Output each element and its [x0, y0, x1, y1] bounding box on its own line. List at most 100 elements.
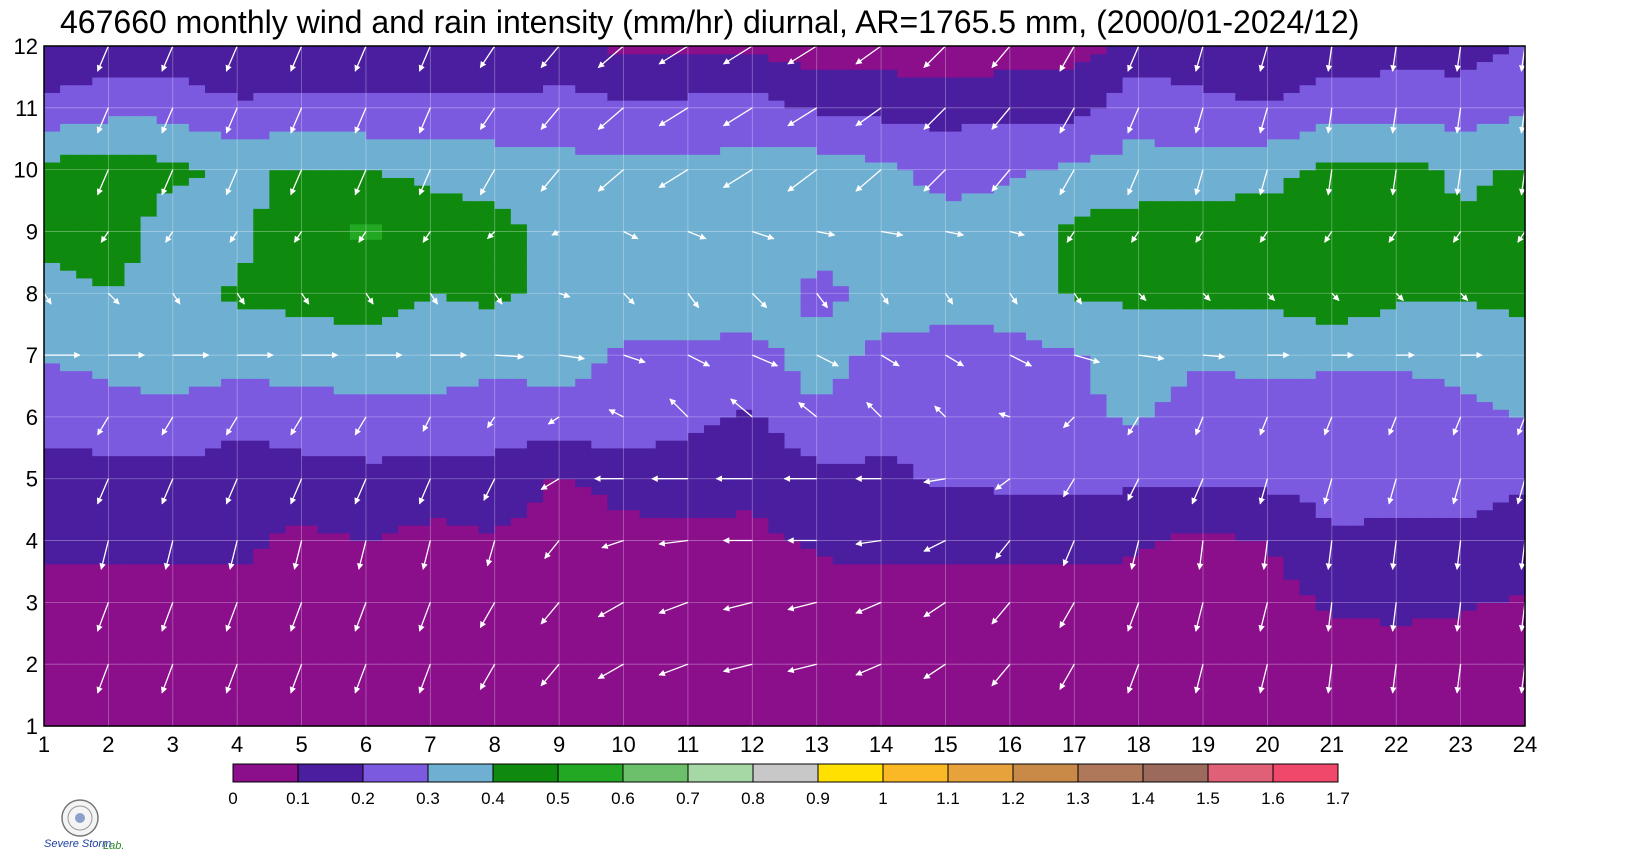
- heatmap-cell: [768, 571, 786, 580]
- heatmap-cell: [398, 362, 415, 372]
- heatmap-cell: [736, 579, 753, 588]
- heatmap-cell: [188, 301, 206, 310]
- heatmap-cell: [60, 563, 77, 573]
- heatmap-cell: [1315, 362, 1333, 372]
- heatmap-cell: [253, 648, 270, 658]
- heatmap-cell: [76, 339, 93, 348]
- heatmap-cell: [720, 308, 737, 318]
- heatmap-cell: [221, 556, 238, 565]
- heatmap-cell: [1444, 316, 1462, 325]
- heatmap-cell: [961, 463, 979, 472]
- heatmap-cell: [961, 656, 979, 665]
- heatmap-cell: [253, 610, 270, 619]
- heatmap-cell: [1025, 440, 1043, 449]
- heatmap-cell: [1428, 509, 1446, 518]
- heatmap-cell: [188, 440, 206, 449]
- heatmap-cell: [736, 447, 753, 457]
- heatmap-cell: [591, 416, 609, 426]
- heatmap-cell: [768, 579, 786, 588]
- heatmap-cell: [1042, 594, 1059, 603]
- heatmap-cell: [237, 602, 254, 611]
- heatmap-cell: [76, 316, 93, 325]
- heatmap-cell: [655, 455, 673, 464]
- heatmap-cell: [543, 718, 560, 727]
- heatmap-cell: [1203, 679, 1220, 688]
- heatmap-cell: [929, 556, 947, 565]
- heatmap-cell: [864, 324, 882, 333]
- heatmap-cell: [704, 556, 721, 565]
- heatmap-cell: [494, 579, 512, 588]
- heatmap-cell: [446, 339, 464, 348]
- heatmap-cell: [913, 617, 930, 627]
- heatmap-cell: [1122, 610, 1140, 619]
- heatmap-cell: [1476, 416, 1494, 426]
- heatmap-cell: [188, 386, 206, 395]
- heatmap-cell: [881, 617, 898, 627]
- heatmap-cell: [655, 525, 673, 534]
- heatmap-cell: [188, 532, 206, 542]
- heatmap-cell: [172, 455, 190, 464]
- heatmap-cell: [124, 478, 142, 488]
- heatmap-cell: [1042, 610, 1059, 619]
- heatmap-cell: [1203, 463, 1220, 472]
- heatmap-cell: [140, 509, 158, 518]
- heatmap-cell: [687, 671, 705, 681]
- heatmap-cell: [1058, 463, 1075, 472]
- heatmap-cell: [897, 486, 914, 495]
- heatmap-cell: [253, 486, 270, 495]
- heatmap-cell: [1219, 664, 1236, 673]
- heatmap-cell: [639, 324, 657, 333]
- heatmap-cell: [317, 478, 335, 488]
- heatmap-cell: [1412, 517, 1430, 526]
- heatmap-cell: [124, 308, 142, 318]
- heatmap-cell: [333, 455, 351, 464]
- heatmap-cell: [76, 571, 93, 580]
- heatmap-cell: [60, 695, 77, 704]
- heatmap-cell: [1042, 316, 1059, 325]
- heatmap-cell: [269, 641, 287, 650]
- heatmap-cell: [333, 440, 351, 449]
- heatmap-cell: [44, 633, 61, 642]
- heatmap-cell: [704, 679, 721, 688]
- heatmap-cell: [559, 579, 576, 588]
- heatmap-cell: [1315, 370, 1333, 379]
- heatmap-cell: [929, 633, 947, 642]
- heatmap-cell: [655, 308, 673, 318]
- heatmap-cell: [1347, 509, 1365, 518]
- heatmap-cell: [1347, 339, 1365, 348]
- heatmap-cell: [253, 393, 270, 403]
- heatmap-cell: [156, 579, 174, 588]
- heatmap-cell: [1412, 463, 1430, 472]
- heatmap-cell: [736, 386, 753, 395]
- heatmap-cell: [365, 532, 383, 542]
- heatmap-cell: [92, 478, 109, 488]
- heatmap-cell: [1380, 409, 1397, 418]
- heatmap-cell: [929, 525, 947, 534]
- heatmap-cell: [543, 386, 560, 395]
- heatmap-cell: [1122, 432, 1140, 441]
- heatmap-cell: [687, 455, 705, 464]
- heatmap-cell: [1042, 532, 1059, 542]
- heatmap-cell: [800, 548, 818, 557]
- heatmap-cell: [1074, 718, 1091, 727]
- heatmap-cell: [156, 440, 174, 449]
- heatmap-cell: [671, 501, 689, 511]
- heatmap-cell: [237, 556, 254, 565]
- heatmap-cell: [398, 625, 415, 634]
- heatmap-cell: [1380, 432, 1397, 441]
- heatmap-cell: [301, 687, 319, 696]
- heatmap-cell: [1235, 331, 1252, 341]
- heatmap-cell: [1347, 571, 1365, 580]
- heatmap-cell: [897, 594, 914, 603]
- heatmap-cell: [430, 455, 448, 464]
- heatmap-cell: [1508, 571, 1526, 580]
- heatmap-cell: [720, 471, 737, 480]
- heatmap-cell: [832, 517, 850, 526]
- heatmap-cell: [848, 455, 866, 464]
- heatmap-cell: [333, 641, 351, 650]
- heatmap-cell: [977, 718, 995, 727]
- heatmap-cell: [1235, 386, 1252, 395]
- heatmap-cell: [607, 517, 625, 526]
- heatmap-cell: [317, 625, 335, 634]
